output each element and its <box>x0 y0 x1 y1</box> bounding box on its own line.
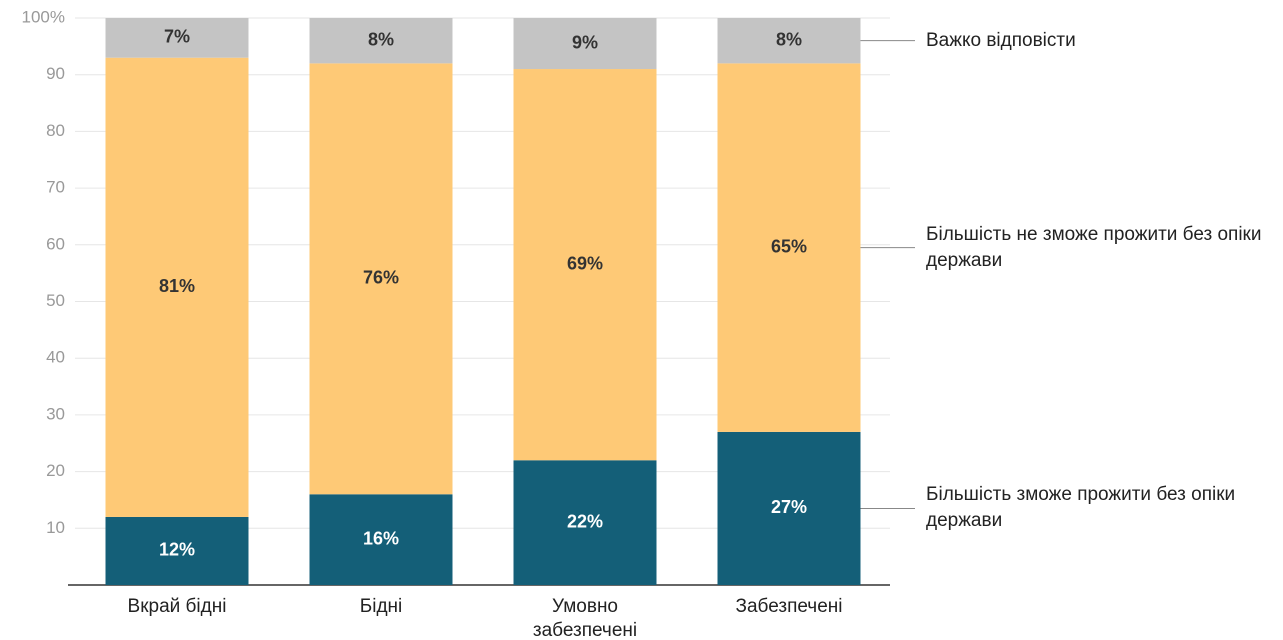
bar-segment <box>513 69 657 461</box>
value-label: 7% <box>164 27 190 47</box>
y-tick-label: 60 <box>46 234 65 253</box>
value-label: 8% <box>368 29 394 49</box>
value-label: 12% <box>159 540 195 560</box>
value-label: 27% <box>771 497 807 517</box>
value-label: 69% <box>567 253 603 273</box>
y-tick-label: 70 <box>46 178 65 197</box>
value-label: 81% <box>159 276 195 296</box>
bar-segment <box>717 63 861 432</box>
value-label: 16% <box>363 528 399 548</box>
x-tick-label: Умовно забезпечені <box>532 596 638 640</box>
legend-label: Більшість зможе прожити без опіки держав… <box>926 484 1236 532</box>
y-tick-label: 90 <box>46 64 65 83</box>
bar-segment <box>717 18 861 64</box>
bar-segment <box>105 18 249 58</box>
x-tick-label: Вкрай бідні <box>127 596 227 617</box>
value-label: 65% <box>771 236 807 256</box>
x-tick-label: Забезпечені <box>735 596 843 617</box>
y-tick-label: 30 <box>46 404 65 423</box>
bar-segment <box>717 431 861 585</box>
bar-segment <box>513 460 657 585</box>
value-label: 8% <box>776 29 802 49</box>
y-tick-label: 10 <box>46 518 65 537</box>
legend-label: Важко відповісти <box>926 29 1076 51</box>
legend-label: Більшість не зможе прожити без опіки дер… <box>926 223 1262 271</box>
y-tick-label: 80 <box>46 121 65 140</box>
bar-segment <box>105 516 249 585</box>
bar-segment <box>513 18 657 70</box>
value-label: 22% <box>567 511 603 531</box>
bar-segment <box>309 63 453 495</box>
y-tick-label: 40 <box>46 348 65 367</box>
bar-segment <box>309 18 453 64</box>
y-tick-label: 50 <box>46 291 65 310</box>
value-label: 76% <box>363 268 399 288</box>
y-tick-label: 100% <box>22 7 65 26</box>
y-tick-label: 20 <box>46 461 65 480</box>
value-label: 9% <box>572 32 598 52</box>
x-tick-label: Бідні <box>359 596 403 617</box>
bar-segment <box>105 57 249 517</box>
bar-segment <box>309 494 453 585</box>
